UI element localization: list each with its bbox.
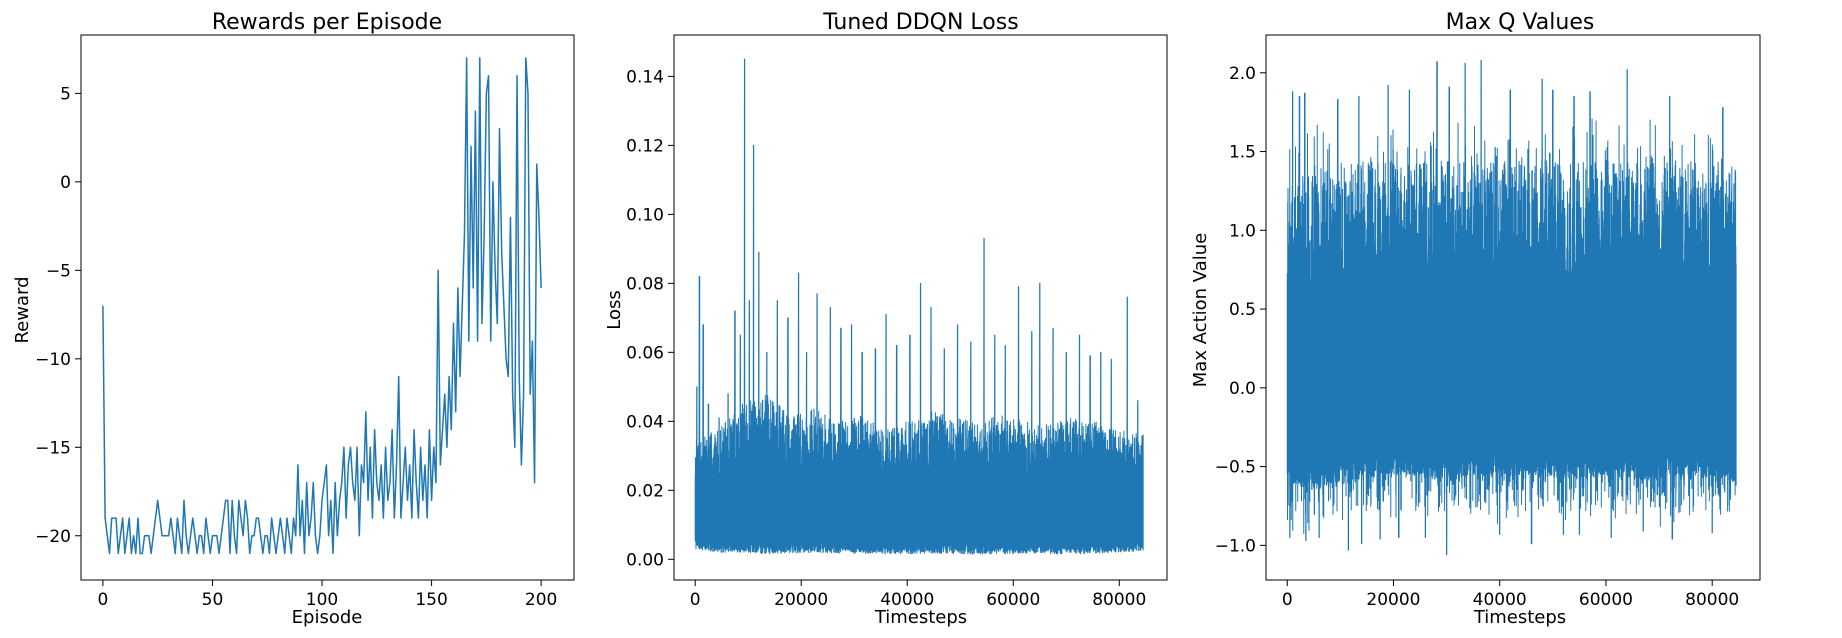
x-tick-label: 20000: [774, 590, 828, 610]
y-tick-label: −5: [46, 261, 71, 281]
x-tick-label: 80000: [1685, 590, 1739, 610]
y-tick-label: 0.02: [626, 481, 664, 501]
series-line: [694, 58, 1144, 555]
x-tick-label: 40000: [880, 590, 934, 610]
y-tick-label: 1.5: [1229, 143, 1256, 163]
y-tick-label: −1.0: [1215, 536, 1256, 556]
y-tick-label: 5: [60, 84, 71, 104]
x-axis-label: Timesteps: [874, 607, 967, 628]
x-tick-label: 150: [415, 590, 447, 610]
y-tick-label: 0.00: [626, 550, 664, 570]
series-line: [102, 57, 542, 555]
y-tick-label: 2.0: [1229, 64, 1256, 84]
x-tick-label: 200: [525, 590, 557, 610]
series-line: [1286, 59, 1737, 556]
chart-title: Max Q Values: [1446, 10, 1595, 35]
y-tick-label: −0.5: [1215, 458, 1256, 478]
plot-area: 0 20000 40000 60000 80000 0.00 0.02 0.04 0.06 0.0…: [626, 34, 1168, 610]
chart-title: Rewards per Episode: [212, 10, 442, 35]
axes-frame: [673, 34, 1168, 581]
y-tick-label: 0.08: [626, 274, 664, 294]
x-tick-label: 80000: [1092, 590, 1146, 610]
panel-maxq: Max Q Values Timesteps Max Action Value …: [1190, 10, 1761, 628]
x-axis-label: Timesteps: [1473, 607, 1566, 628]
y-axis-label: Loss: [604, 290, 625, 329]
axes-frame: [1265, 34, 1761, 581]
x-axis-label: Episode: [292, 607, 363, 628]
x-tick-label: 50: [202, 590, 224, 610]
y-tick-label: 0.0: [1229, 379, 1256, 399]
y-tick-label: 0: [60, 173, 71, 193]
y-axis-label: Reward: [12, 276, 33, 343]
y-tick-label: 1.0: [1229, 221, 1256, 241]
chart-title: Tuned DDQN Loss: [822, 10, 1018, 35]
plot-area: 0 50 100 150 200 −20 −15 −10 −5 0 5: [35, 34, 575, 610]
x-tick-label: 60000: [986, 590, 1040, 610]
axes-frame: [80, 34, 575, 581]
y-tick-label: 0.06: [626, 343, 664, 363]
y-tick-label: 0.10: [626, 205, 664, 225]
x-tick-label: 20000: [1366, 590, 1420, 610]
x-tick-label: 60000: [1579, 590, 1633, 610]
y-tick-label: 0.04: [626, 412, 664, 432]
plot-area: 0 20000 40000 60000 80000 −1.0 −0.5 0.0 0.5 1.0 1.…: [1215, 34, 1761, 610]
y-tick-label: 0.5: [1229, 300, 1256, 320]
y-axis-label: Max Action Value: [1190, 233, 1211, 387]
panel-loss: Tuned DDQN Loss Timesteps Loss 0 20000 400…: [604, 10, 1168, 628]
x-tick-label: 100: [306, 590, 338, 610]
x-tick-label: 0: [97, 590, 108, 610]
x-tick-label: 0: [690, 590, 701, 610]
y-tick-label: −20: [35, 527, 71, 547]
y-tick-label: −15: [35, 438, 71, 458]
y-tick-label: 0.12: [626, 136, 664, 156]
x-tick-label: 40000: [1473, 590, 1527, 610]
panel-rewards: Rewards per Episode Episode Reward 0 50 10…: [12, 10, 575, 628]
x-tick-label: 0: [1282, 590, 1293, 610]
y-tick-label: −10: [35, 350, 71, 370]
y-tick-label: 0.14: [626, 67, 664, 87]
